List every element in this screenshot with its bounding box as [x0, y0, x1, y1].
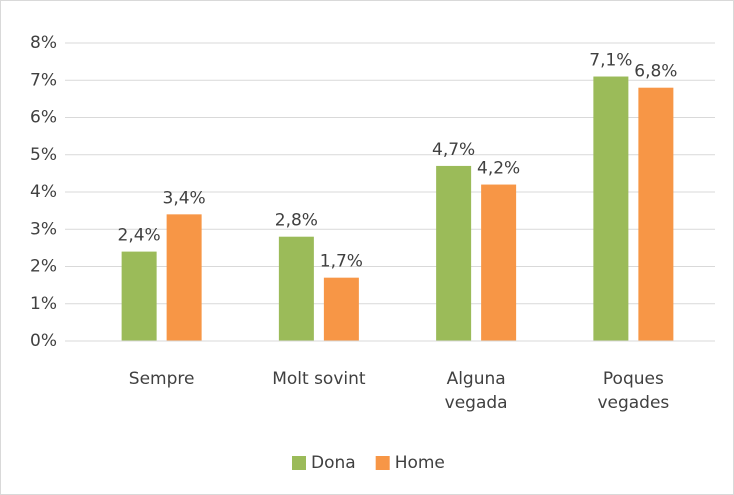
- legend-label: Dona: [311, 453, 356, 473]
- y-tick-label: 4%: [30, 182, 57, 202]
- legend-swatch: [292, 456, 306, 470]
- data-label: 2,4%: [118, 226, 161, 246]
- bar: [323, 277, 359, 341]
- bar: [593, 76, 629, 342]
- x-tick-label: Alguna vegada: [444, 369, 508, 413]
- y-tick-label: 0%: [30, 331, 57, 351]
- bar: [436, 165, 472, 341]
- y-tick-label: 3%: [30, 219, 57, 239]
- legend-label: Home: [395, 453, 445, 473]
- x-tick-label: Poques vegades: [597, 369, 670, 413]
- bar: [481, 184, 517, 341]
- data-label: 4,2%: [477, 159, 520, 179]
- x-tick-label: Molt sovint: [272, 369, 366, 389]
- x-tick-label: Sempre: [128, 369, 195, 389]
- y-tick-label: 2%: [30, 257, 57, 277]
- bar: [121, 251, 157, 341]
- y-tick-label: 7%: [30, 70, 57, 90]
- bar: [638, 87, 674, 341]
- bar: [166, 214, 202, 341]
- legend-swatch: [375, 456, 390, 470]
- data-label: 2,8%: [275, 211, 318, 231]
- data-label: 6,8%: [634, 62, 677, 82]
- data-label: 7,1%: [589, 51, 632, 71]
- y-tick-label: 8%: [30, 33, 57, 53]
- data-label: 1,7%: [320, 252, 363, 272]
- data-label: 4,7%: [432, 140, 475, 160]
- bar: [278, 236, 314, 341]
- data-label: 3,4%: [163, 188, 206, 208]
- y-tick-label: 1%: [30, 294, 57, 314]
- y-tick-label: 5%: [30, 145, 57, 165]
- y-tick-label: 6%: [30, 108, 57, 128]
